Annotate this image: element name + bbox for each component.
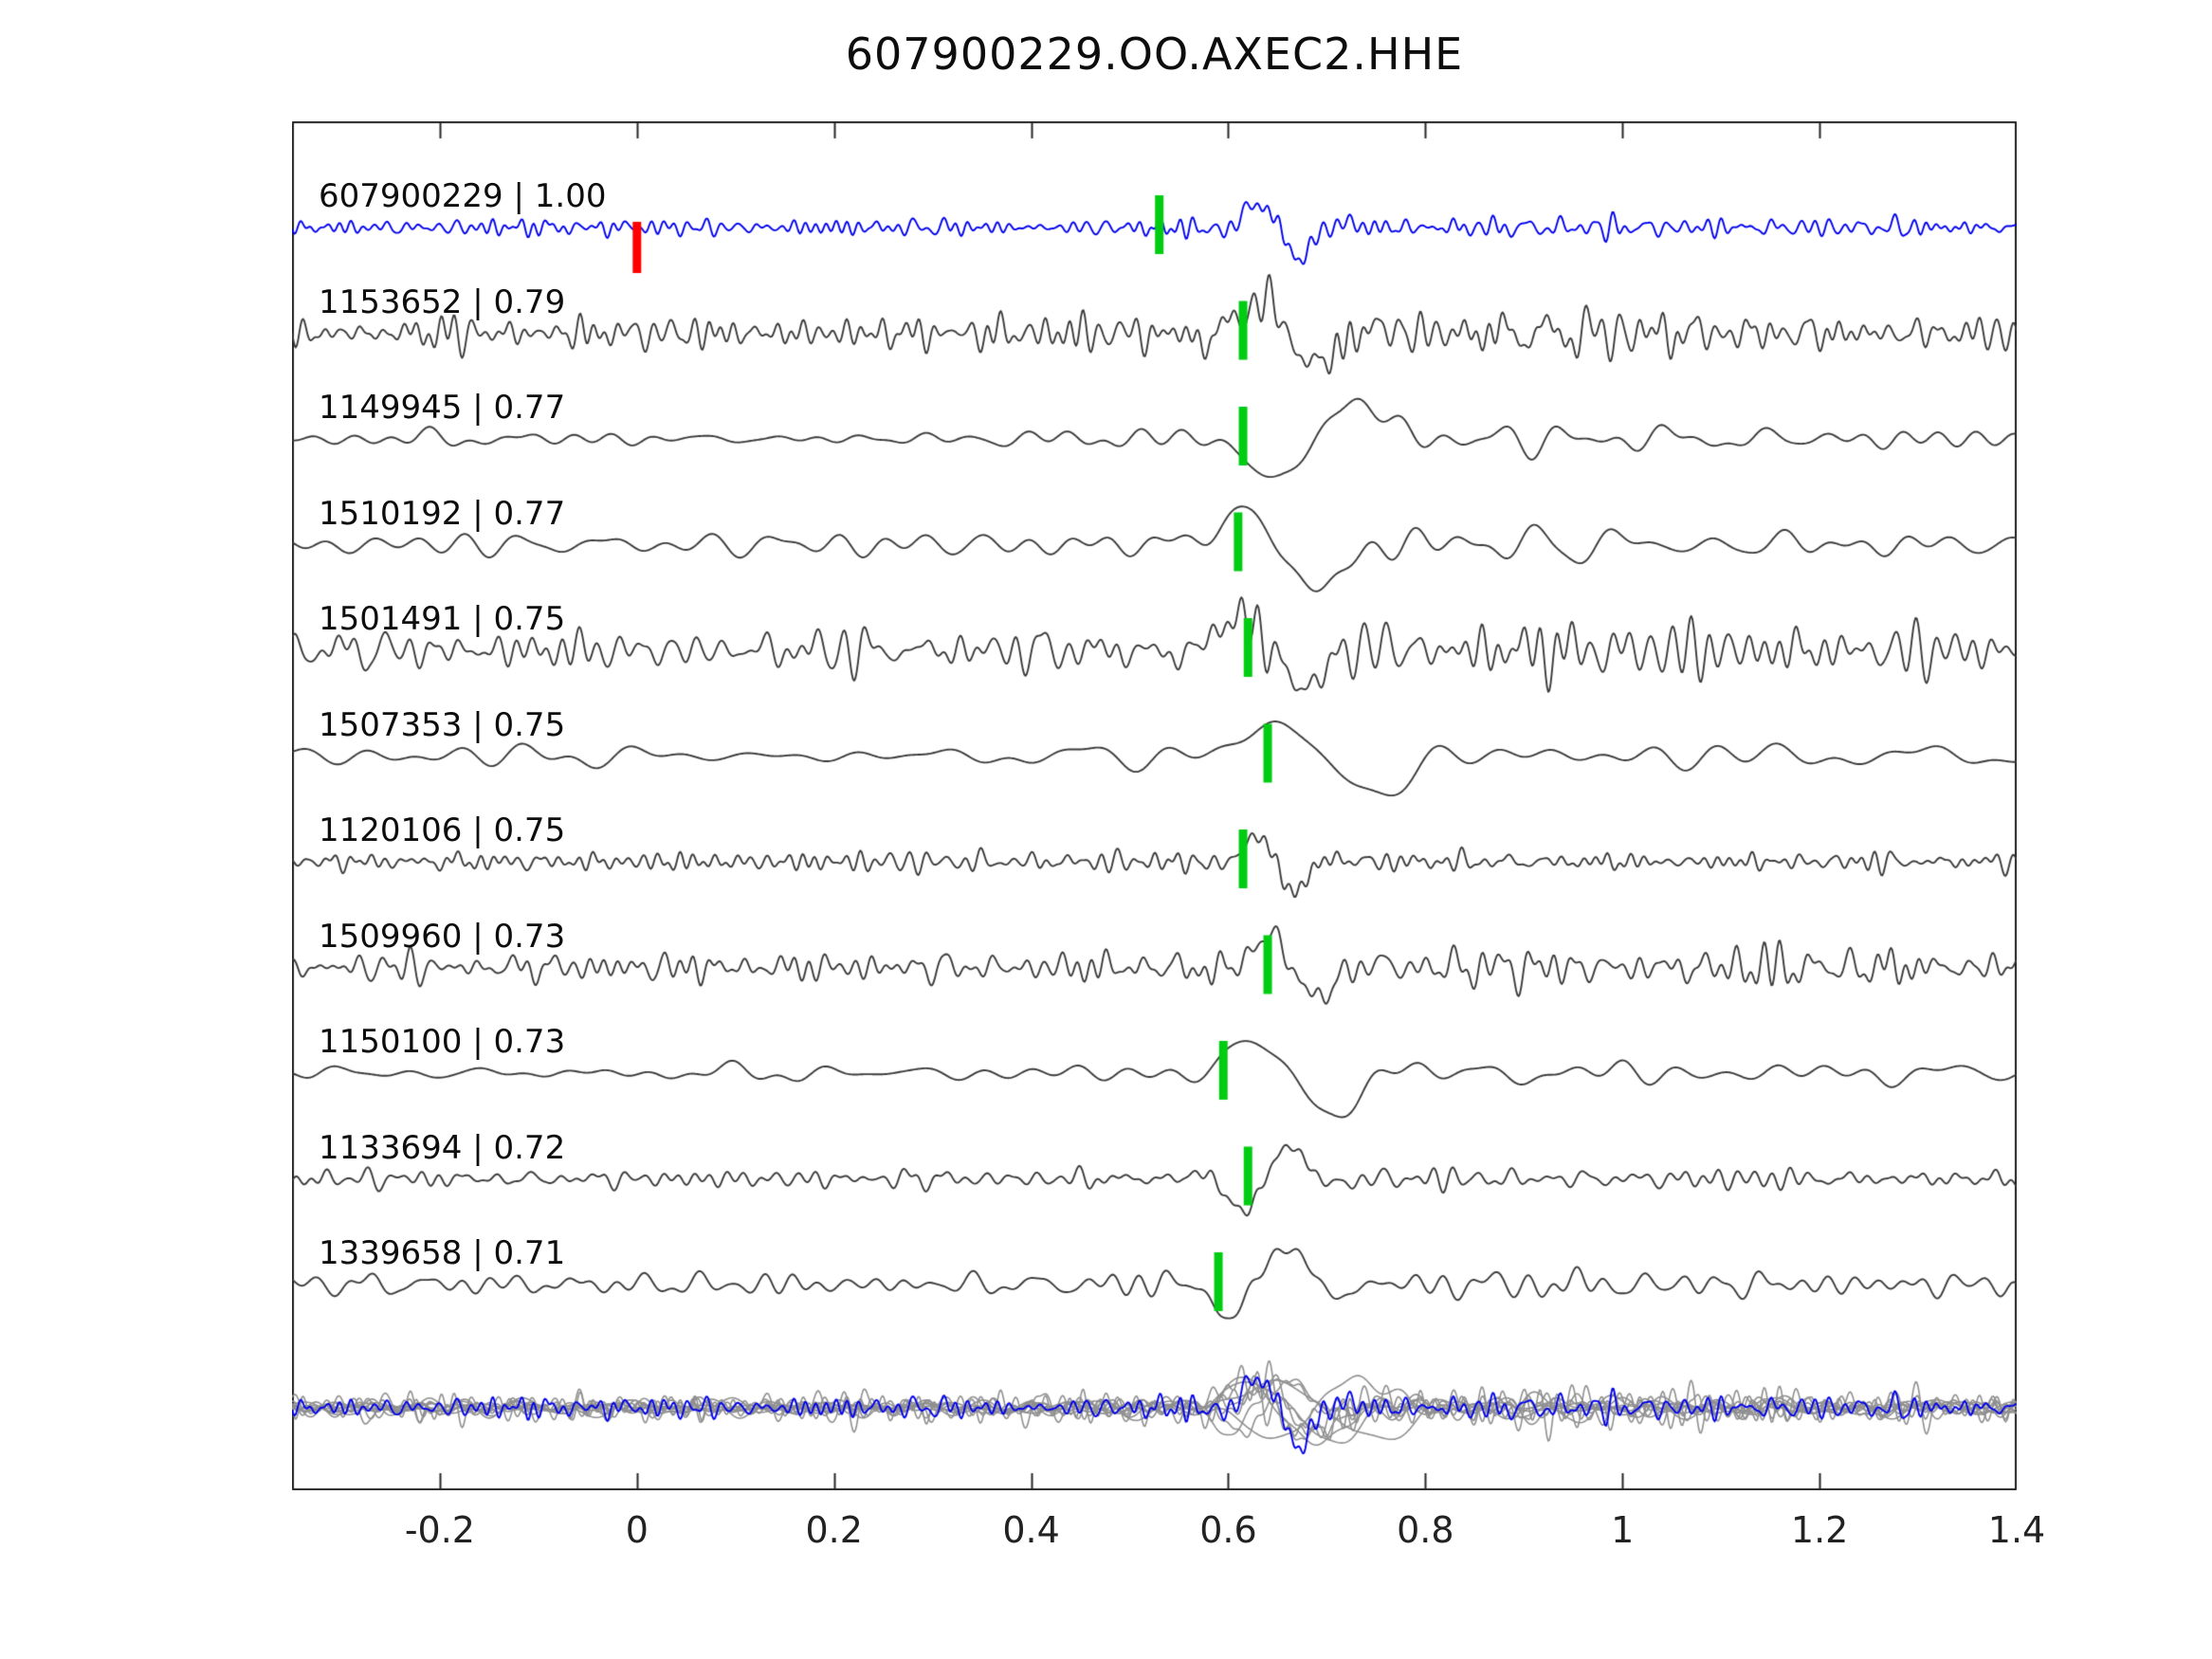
trace-label: 1501491 | 0.75 <box>319 600 566 638</box>
trace-label: 1153652 | 0.79 <box>319 283 566 321</box>
trace-label: 607900229 | 1.00 <box>319 177 607 215</box>
x-tick-label: 1.2 <box>1790 1509 1849 1551</box>
trace-label: 1120106 | 0.75 <box>319 811 566 849</box>
trace-label: 1510192 | 0.77 <box>319 494 566 533</box>
x-tick-label: 0.8 <box>1397 1509 1454 1551</box>
x-tick-label: 0.2 <box>805 1509 863 1551</box>
trace-label: 1339658 | 0.71 <box>319 1234 566 1272</box>
plot-title: 607900229.OO.AXEC2.HHE <box>845 28 1464 80</box>
trace-label: 1507353 | 0.75 <box>319 705 566 744</box>
trace-label: 1133694 | 0.72 <box>319 1128 566 1167</box>
trace-label: 1150100 | 0.73 <box>319 1023 566 1061</box>
x-tick-label: 0.4 <box>1002 1509 1060 1551</box>
x-tick-label: 1 <box>1611 1509 1635 1551</box>
x-tick-label: 1.4 <box>1987 1509 2046 1551</box>
x-tick-label: 0 <box>625 1509 649 1551</box>
x-tick-label: -0.2 <box>404 1509 475 1551</box>
x-tick-label: 0.6 <box>1199 1509 1257 1551</box>
plot-area: 607900229 | 1.00 1153652 | 0.79 1149945 | … <box>292 121 2017 1490</box>
trace-label: 1509960 | 0.73 <box>319 917 566 956</box>
waveform-canvas <box>292 121 2017 1490</box>
trace-label: 1149945 | 0.77 <box>319 389 566 427</box>
